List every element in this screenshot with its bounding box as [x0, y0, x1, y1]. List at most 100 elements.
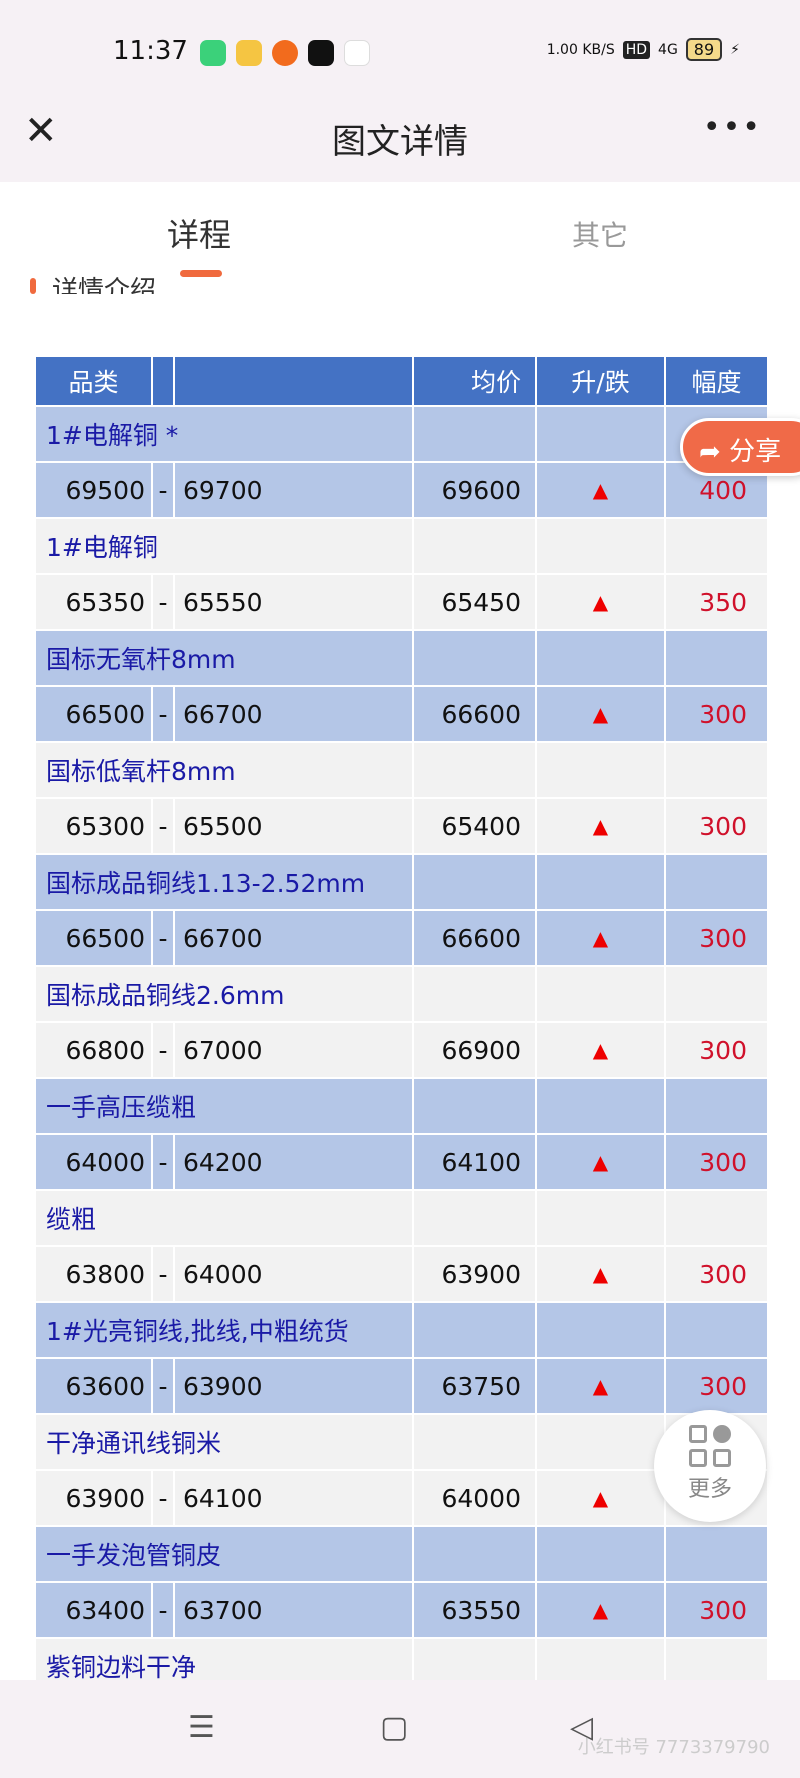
change-amount: 350 [664, 573, 769, 631]
price-high: 67000 [173, 1021, 414, 1079]
price-high: 64100 [173, 1469, 414, 1527]
table-row-name: 1#光亮铜线,批线,中粗统货 [34, 1301, 769, 1359]
category-name: 一手发泡管铜皮 [34, 1525, 414, 1583]
table-row-price: 63400 - 63700 63550 ▲ 300 [34, 1581, 769, 1639]
header-amp: 幅度 [664, 355, 769, 407]
category-name: 国标成品铜线1.13-2.52mm [34, 853, 414, 911]
58-icon [344, 40, 370, 66]
price-low: 65350 [34, 573, 153, 631]
price-high: 65500 [173, 797, 414, 855]
table-row-price: 63800 - 64000 63900 ▲ 300 [34, 1245, 769, 1303]
table-row-price: 66500 - 66700 66600 ▲ 300 [34, 909, 769, 967]
table-row-price: 65300 - 65500 65400 ▲ 300 [34, 797, 769, 855]
table-row-name: 国标低氧杆8mm [34, 741, 769, 799]
table-row-name: 1#电解铜 [34, 517, 769, 575]
category-name: 缆粗 [34, 1189, 414, 1247]
header-category: 品类 [34, 355, 153, 407]
price-low: 63600 [34, 1357, 153, 1415]
table-row-name: 国标成品铜线1.13-2.52mm [34, 853, 769, 911]
price-avg: 65450 [412, 573, 537, 631]
app-icon [272, 40, 298, 66]
table-row-name: 国标无氧杆8mm [34, 629, 769, 687]
page-title: 图文详情 [332, 122, 468, 162]
up-triangle-icon: ▲ [535, 909, 666, 967]
category-name: 干净通讯线铜米 [34, 1413, 414, 1471]
menu-icon[interactable]: ☰ [188, 1710, 215, 1745]
price-avg: 69600 [412, 461, 537, 519]
back-icon[interactable]: ◁ [570, 1710, 594, 1745]
dash: - [151, 1357, 175, 1415]
table-row-price: 66800 - 67000 66900 ▲ 300 [34, 1021, 769, 1079]
table-row-price: 65350 - 65550 65450 ▲ 350 [34, 573, 769, 631]
dash: - [151, 461, 175, 519]
dash: - [151, 1581, 175, 1639]
price-low: 65300 [34, 797, 153, 855]
change-amount: 300 [664, 909, 769, 967]
dash: - [151, 1133, 175, 1191]
price-avg: 63900 [412, 1245, 537, 1303]
up-triangle-icon: ▲ [535, 1245, 666, 1303]
price-low: 63900 [34, 1469, 153, 1527]
price-high: 63900 [173, 1357, 414, 1415]
share-icon: ➦ [699, 437, 730, 467]
price-low: 63800 [34, 1245, 153, 1303]
table-row-price: 69500 - 69700 69600 ▲ 400 [34, 461, 769, 519]
section-marker [30, 278, 36, 294]
category-name: 1#电解铜 * [34, 405, 414, 463]
more-button[interactable]: 更多 [654, 1410, 766, 1522]
change-amount: 300 [664, 1245, 769, 1303]
category-name: 1#电解铜 [34, 517, 414, 575]
iqiyi-icon [200, 40, 226, 66]
price-avg: 66600 [412, 685, 537, 743]
signal-icon: 4G [658, 41, 678, 58]
battery-icon: 89 [685, 38, 723, 61]
up-triangle-icon: ▲ [535, 573, 666, 631]
share-button[interactable]: ➦ 分享 [680, 418, 800, 476]
table-row-price: 64000 - 64200 64100 ▲ 300 [34, 1133, 769, 1191]
price-low: 66800 [34, 1021, 153, 1079]
change-amount: 300 [664, 1021, 769, 1079]
price-table: 品类 均价 升/跌 幅度 1#电解铜 * 69500 - 69700 69600… [34, 355, 769, 1695]
tab-details[interactable]: 详程 [167, 216, 232, 254]
change-amount: 300 [664, 797, 769, 855]
header-blank [151, 355, 175, 407]
watermark: 小红书号 7773379790 [577, 1737, 770, 1758]
up-triangle-icon: ▲ [535, 1133, 666, 1191]
up-triangle-icon: ▲ [535, 1469, 666, 1527]
category-name: 国标无氧杆8mm [34, 629, 414, 687]
table-row-price: 66500 - 66700 66600 ▲ 300 [34, 685, 769, 743]
home-icon[interactable]: ▢ [380, 1710, 409, 1745]
price-low: 63400 [34, 1581, 153, 1639]
dash: - [151, 1021, 175, 1079]
tab-other[interactable]: 其它 [572, 219, 629, 252]
price-avg: 64100 [412, 1133, 537, 1191]
dash: - [151, 1245, 175, 1303]
category-name: 一手高压缆粗 [34, 1077, 414, 1135]
up-triangle-icon: ▲ [535, 685, 666, 743]
price-high: 66700 [173, 685, 414, 743]
table-row-name: 1#电解铜 * [34, 405, 769, 463]
more-options-icon[interactable]: ••• [702, 110, 762, 145]
up-triangle-icon: ▲ [535, 1357, 666, 1415]
category-name: 国标低氧杆8mm [34, 741, 414, 799]
hd-icon: HD [622, 40, 651, 59]
up-triangle-icon: ▲ [535, 1021, 666, 1079]
price-high: 66700 [173, 909, 414, 967]
price-avg: 65400 [412, 797, 537, 855]
change-amount: 300 [664, 685, 769, 743]
section-title: 详情介绍 [30, 270, 156, 294]
dash: - [151, 909, 175, 967]
table-row-name: 国标成品铜线2.6mm [34, 965, 769, 1023]
up-triangle-icon: ▲ [535, 797, 666, 855]
status-bar: 11:37 1.00 KB/S HD 4G 89 ⚡ [0, 0, 800, 90]
net-speed: 1.00 KB/S [546, 41, 615, 58]
tab-indicator [180, 270, 222, 277]
dash: - [151, 1469, 175, 1527]
notification-icons [200, 40, 370, 66]
more-label: 更多 [687, 1477, 732, 1502]
dash: - [151, 685, 175, 743]
change-amount: 300 [664, 1581, 769, 1639]
up-triangle-icon: ▲ [535, 1581, 666, 1639]
close-icon[interactable]: ✕ [24, 108, 58, 154]
change-amount: 300 [664, 1357, 769, 1415]
